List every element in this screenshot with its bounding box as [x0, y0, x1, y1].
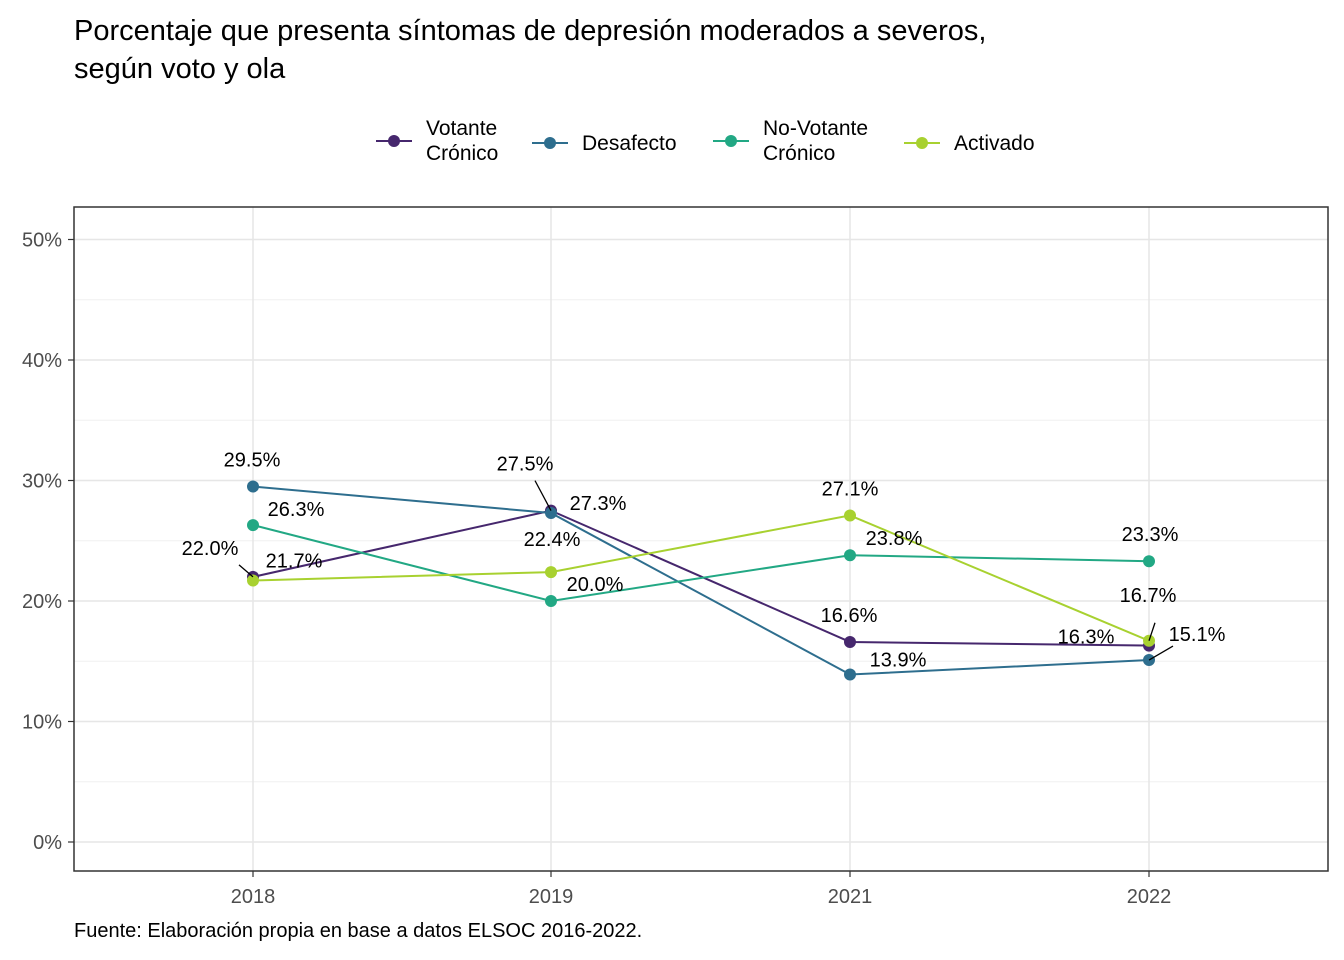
y-tick-label: 20% — [22, 591, 62, 613]
legend-key-desafecto — [530, 128, 570, 158]
y-tick-label: 50% — [22, 230, 62, 252]
label-connector — [534, 480, 552, 511]
data-label: 13.9% — [870, 650, 927, 672]
y-tick-label: 40% — [22, 350, 62, 372]
data-label: 27.1% — [822, 478, 879, 500]
legend-label-desafecto: Desafecto — [582, 131, 677, 155]
data-point — [844, 668, 856, 681]
data-label: 23.3% — [1122, 524, 1179, 546]
data-point — [545, 566, 557, 579]
legend-item-votante-cronico: Votante Crónico — [374, 116, 498, 166]
caption: Fuente: Elaboración propia en base a dat… — [74, 920, 643, 942]
data-point — [247, 480, 259, 493]
x-tick-label: 2022 — [1127, 886, 1172, 908]
x-tick-label: 2021 — [828, 886, 873, 908]
chart-title: Porcentaje que presenta síntomas de depr… — [74, 12, 1274, 88]
y-tick-label: 10% — [22, 712, 62, 734]
legend-label-activado: Activado — [954, 131, 1035, 155]
legend-label-no-votante-cronico: No-Votante Crónico — [763, 117, 869, 165]
data-label: 20.0% — [567, 574, 624, 596]
data-point — [545, 595, 557, 607]
legend-item-activado: Activado — [902, 128, 1035, 158]
data-point — [247, 574, 259, 587]
legend-key-votante-cronico — [374, 126, 414, 156]
data-point — [247, 519, 259, 532]
series-line-3 — [252, 514, 1150, 642]
data-label: 22.0% — [182, 538, 239, 560]
data-point — [844, 509, 856, 522]
chart-title-line-2: según voto y ola — [74, 53, 286, 85]
plot-border — [73, 206, 1329, 872]
label-connector — [1148, 622, 1156, 641]
data-label: 22.4% — [524, 529, 581, 551]
legend-key-no-votante-cronico — [711, 126, 751, 156]
data-label: 26.3% — [268, 499, 325, 521]
data-point — [844, 549, 856, 562]
data-label: 15.1% — [1169, 624, 1226, 646]
label-connector — [238, 564, 254, 578]
series-line-2 — [252, 524, 1150, 603]
y-tick-label: 30% — [22, 471, 62, 493]
data-label: 16.7% — [1120, 585, 1177, 607]
series-line-1 — [252, 485, 1150, 676]
legend: Votante Crónico Desafecto No-Votante Cró… — [0, 0, 1344, 180]
legend-item-desafecto: Desafecto — [530, 128, 677, 158]
data-label: 27.3% — [570, 493, 627, 515]
x-tick-label: 2019 — [529, 886, 574, 908]
label-connector — [1148, 645, 1174, 661]
data-point — [1143, 555, 1155, 568]
legend-label-votante-cronico: Votante Crónico — [426, 117, 499, 165]
data-label: 23.8% — [866, 528, 923, 550]
x-tick-label: 2018 — [231, 886, 276, 908]
y-tick-label: 0% — [33, 832, 62, 854]
data-label: 29.5% — [224, 450, 281, 472]
series-line-0 — [252, 509, 1150, 647]
data-label: 27.5% — [497, 454, 554, 476]
chart-title-line-1: Porcentaje que presenta síntomas de depr… — [74, 15, 987, 47]
data-label: 16.3% — [1058, 627, 1115, 649]
legend-key-activado — [902, 128, 942, 158]
legend-item-no-votante-cronico: No-Votante Crónico — [711, 116, 868, 166]
data-point — [545, 507, 557, 520]
data-point — [844, 635, 856, 648]
data-label: 21.7% — [266, 551, 323, 573]
data-label: 16.6% — [821, 605, 878, 627]
